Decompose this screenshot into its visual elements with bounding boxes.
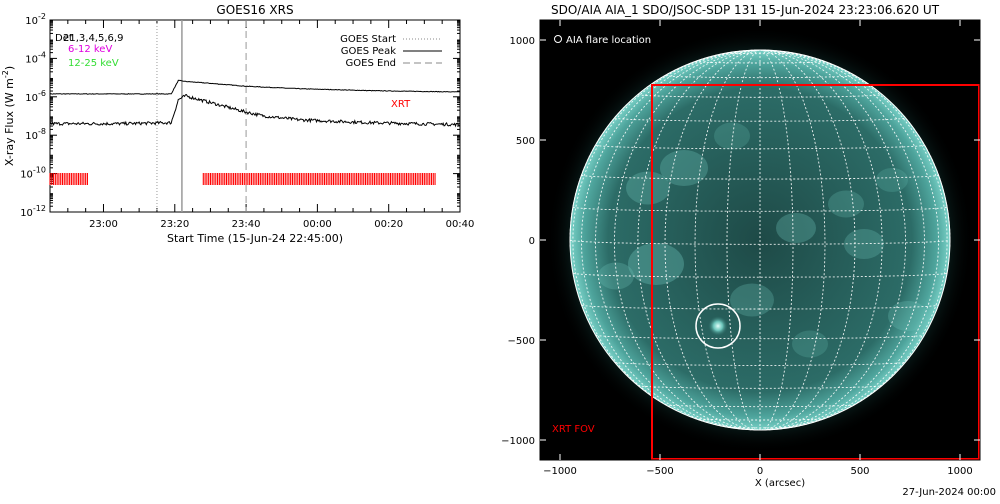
aia-sun-image: SDO/AIA AIA_1 SDO/JSOC-SDP 131 15-Jun-20…	[501, 3, 981, 489]
active-region	[776, 213, 816, 243]
x-tick-label: 500	[850, 466, 869, 477]
xrt-label: XRT	[391, 99, 411, 110]
y-tick-label: 10-8	[25, 127, 46, 142]
y-tick-label: 10-4	[25, 50, 46, 65]
longitude-gridline	[759, 49, 883, 431]
solar-limb	[569, 49, 951, 431]
latitude-gridline	[664, 75, 856, 79]
footer-date: 27-Jun-2024 00:00	[902, 487, 996, 498]
longitude-gridline	[595, 49, 761, 431]
legend-flare-symbol	[554, 35, 562, 43]
x-axis-label: Start Time (15-Jun-24 22:45:00)	[167, 232, 343, 245]
y-tick-label: 1000	[510, 36, 535, 47]
x-tick-label: 0	[757, 466, 763, 477]
plot-frame	[49, 19, 461, 213]
xrt-fov-label: XRT FOV	[552, 424, 595, 435]
latitude-gridline	[637, 94, 883, 98]
active-region	[598, 262, 634, 290]
detector-list: 21,3,4,5,6,9	[63, 33, 123, 44]
aia-title: SDO/AIA AIA_1 SDO/JSOC-SDP 131 15-Jun-20…	[551, 3, 940, 17]
y-tick-label: 10-12	[20, 204, 46, 219]
x-tick-label: 1000	[947, 466, 972, 477]
longitude-gridline	[759, 49, 794, 431]
x-axis-label: X (arcsec)	[755, 478, 805, 489]
y-tick-exponent: -4	[38, 50, 46, 59]
y-tick-label: 10-6	[25, 89, 46, 104]
y-tick-label: 0	[529, 236, 535, 247]
x-tick-label: 00:00	[303, 219, 332, 230]
y-tick-label: 500	[516, 136, 535, 147]
latitude-gridline	[572, 206, 948, 212]
x-tick-label: 23:00	[89, 219, 118, 230]
longitude-gridline	[726, 49, 761, 431]
y-axis-label-exponent: -2	[1, 70, 10, 78]
x-tick-label: −500	[646, 466, 673, 477]
y-axis-label-close: )	[3, 66, 16, 70]
y-tick-exponent: -12	[33, 204, 46, 213]
legend-dashed-label: GOES End	[346, 58, 396, 69]
active-region	[628, 243, 684, 285]
y-tick-label: −1000	[501, 436, 535, 447]
active-region	[730, 283, 774, 317]
longitude-gridline	[614, 49, 761, 431]
x-tick-label: 00:20	[374, 219, 403, 230]
longitude-gridline	[664, 49, 761, 431]
x-tick-label: 23:40	[232, 219, 261, 230]
legend-dotted-label: GOES Start	[340, 34, 396, 45]
latitude-gridline	[569, 239, 951, 245]
active-region	[876, 168, 908, 192]
y-tick-exponent: -10	[33, 166, 46, 175]
flare-bright-kernel	[708, 316, 728, 336]
xrt-fov-rectangle	[651, 84, 980, 460]
latitude-gridline	[595, 334, 925, 340]
longitude-gridline	[759, 49, 906, 431]
longitude-gridline	[759, 49, 925, 431]
longitude-gridline	[759, 49, 856, 431]
active-region	[844, 229, 884, 259]
y-tick-label: 10-2	[25, 12, 46, 27]
aia-image-panel: SDO/AIA AIA_1 SDO/JSOC-SDP 131 15-Jun-20…	[490, 0, 1000, 500]
active-region	[792, 330, 828, 358]
legend-solid-label: GOES Peak	[341, 46, 396, 57]
image-area: XRT FOV AIA flare location	[540, 20, 980, 460]
y-tick-label: −500	[508, 336, 535, 347]
x-tick-label: 00:40	[446, 219, 475, 230]
active-region	[660, 150, 708, 186]
flare-location-marker	[695, 303, 741, 349]
active-region	[714, 122, 750, 150]
legend-flare-label: AIA flare location	[566, 35, 651, 46]
chart-title: GOES16 XRS	[216, 3, 293, 17]
x-tick-label: −1000	[543, 466, 577, 477]
y-tick-exponent: -2	[38, 12, 46, 21]
y-tick-exponent: -6	[38, 89, 46, 98]
latitude-gridline	[637, 385, 883, 389]
y-axis-label: X-ray Flux (W m-2)	[1, 66, 16, 166]
active-region	[828, 190, 864, 218]
goes-flux-series-1	[49, 79, 461, 95]
longitude-gridline	[637, 49, 761, 431]
active-region	[888, 301, 928, 331]
longitude-gridline	[759, 49, 948, 429]
energy-band-6-12: 6-12 keV	[68, 44, 112, 55]
longitude-gridline	[572, 49, 761, 429]
energy-band-12-25: 12-25 keV	[68, 58, 119, 69]
goes-xrs-plot: GOES16 XRS 10-12 10-10 10-8 10-6 10-4 10-2 23:0…	[0, 0, 490, 500]
x-tick-label: 23:20	[160, 219, 189, 230]
y-tick-label: 10-10	[20, 166, 46, 181]
goes-flux-series-2	[49, 94, 461, 128]
detector-label: Det	[55, 33, 73, 44]
active-region	[626, 171, 670, 205]
goes-xrs-chart: GOES16 XRS 10-12 10-10 10-8 10-6 10-4 10-2 23:0…	[1, 3, 475, 245]
y-tick-exponent: -8	[38, 127, 46, 136]
